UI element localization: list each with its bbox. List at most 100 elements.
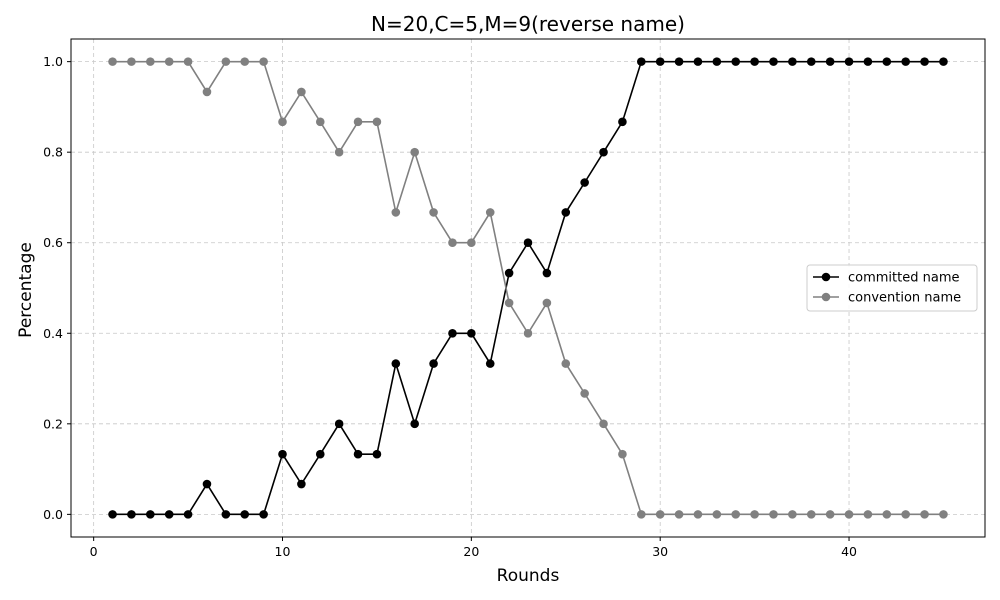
data-point xyxy=(712,57,722,66)
data-point xyxy=(146,57,155,66)
data-point xyxy=(372,117,382,127)
x-tick-label: 30 xyxy=(652,544,668,559)
data-point xyxy=(504,268,514,278)
data-point xyxy=(561,208,571,217)
data-point xyxy=(429,359,438,368)
data-point xyxy=(655,510,665,519)
data-point xyxy=(315,449,325,459)
data-point xyxy=(788,510,797,519)
data-point xyxy=(882,510,892,519)
y-tick-label: 0.6 xyxy=(43,235,63,250)
data-point xyxy=(183,57,193,66)
x-tick-label: 0 xyxy=(90,544,98,559)
plot-frame xyxy=(70,38,986,538)
data-point xyxy=(674,57,684,66)
y-axis-ticks: 0.0 0.2 0.4 0.6 0.8 1.0 xyxy=(43,54,71,522)
data-point xyxy=(183,510,193,519)
y-tick-label: 0.8 xyxy=(43,145,63,160)
data-point xyxy=(750,57,759,66)
data-point xyxy=(599,419,608,429)
axes xyxy=(70,38,986,538)
data-point xyxy=(410,147,419,157)
data-point xyxy=(655,57,665,66)
data-point xyxy=(448,328,457,338)
data-point xyxy=(259,510,268,519)
x-tick-label: 10 xyxy=(275,544,291,559)
data-point xyxy=(580,389,589,398)
data-point xyxy=(920,510,929,519)
data-point xyxy=(391,208,401,217)
data-point xyxy=(920,57,929,66)
data-point xyxy=(882,57,892,66)
data-point xyxy=(561,359,571,368)
data-point xyxy=(844,510,854,519)
data-point xyxy=(108,57,117,66)
data-point xyxy=(221,57,231,66)
data-point xyxy=(693,510,703,519)
data-point xyxy=(580,178,589,187)
data-point xyxy=(353,117,363,127)
y-tick-label: 0.0 xyxy=(43,507,63,522)
data-point xyxy=(637,57,646,66)
series-group xyxy=(108,57,948,519)
x-axis-ticks: 0 10 20 30 40 xyxy=(90,537,857,559)
data-point xyxy=(618,449,627,459)
data-point xyxy=(240,57,250,66)
series-committed-name xyxy=(108,57,948,519)
data-point xyxy=(485,359,495,368)
data-point xyxy=(618,117,627,127)
legend-marker xyxy=(821,292,831,302)
data-point xyxy=(353,449,363,459)
data-point xyxy=(146,510,155,519)
data-point xyxy=(731,57,741,66)
data-point xyxy=(599,147,608,157)
data-point xyxy=(806,57,816,66)
x-tick-label: 20 xyxy=(463,544,479,559)
data-point xyxy=(825,57,835,66)
series-convention-name xyxy=(108,57,948,519)
data-point xyxy=(712,510,722,519)
data-point xyxy=(939,510,948,519)
data-point xyxy=(240,510,250,519)
data-point xyxy=(202,479,212,489)
data-point xyxy=(202,87,212,97)
data-point xyxy=(278,449,287,459)
data-point xyxy=(939,57,948,66)
data-point xyxy=(334,419,344,429)
data-point xyxy=(542,268,552,278)
data-point xyxy=(297,87,306,97)
legend-label: committed name xyxy=(848,271,959,286)
data-point xyxy=(863,510,873,519)
data-point xyxy=(863,57,873,66)
y-axis-label: Percentage xyxy=(16,242,36,338)
data-point xyxy=(806,510,816,519)
y-tick-label: 1.0 xyxy=(43,54,63,69)
chart-title: N=20,C=5,M=9(reverse name) xyxy=(371,12,685,36)
data-point xyxy=(164,57,174,66)
data-point xyxy=(485,208,495,217)
data-point xyxy=(731,510,741,519)
data-point xyxy=(769,57,778,66)
data-point xyxy=(164,510,174,519)
y-tick-label: 0.4 xyxy=(43,326,63,341)
data-point xyxy=(297,479,306,489)
x-axis-label: Rounds xyxy=(497,566,560,586)
data-point xyxy=(429,208,438,217)
data-point xyxy=(108,510,117,519)
data-point xyxy=(750,510,759,519)
data-point xyxy=(467,238,476,248)
data-point xyxy=(674,510,684,519)
legend-box xyxy=(806,264,978,312)
y-tick-label: 0.2 xyxy=(43,416,63,431)
data-point xyxy=(315,117,325,127)
data-point xyxy=(391,359,401,368)
data-point xyxy=(542,298,552,308)
data-point xyxy=(637,510,646,519)
data-point xyxy=(769,510,778,519)
data-point xyxy=(693,57,703,66)
data-point xyxy=(825,510,835,519)
data-point xyxy=(410,419,419,429)
data-point xyxy=(127,510,136,519)
